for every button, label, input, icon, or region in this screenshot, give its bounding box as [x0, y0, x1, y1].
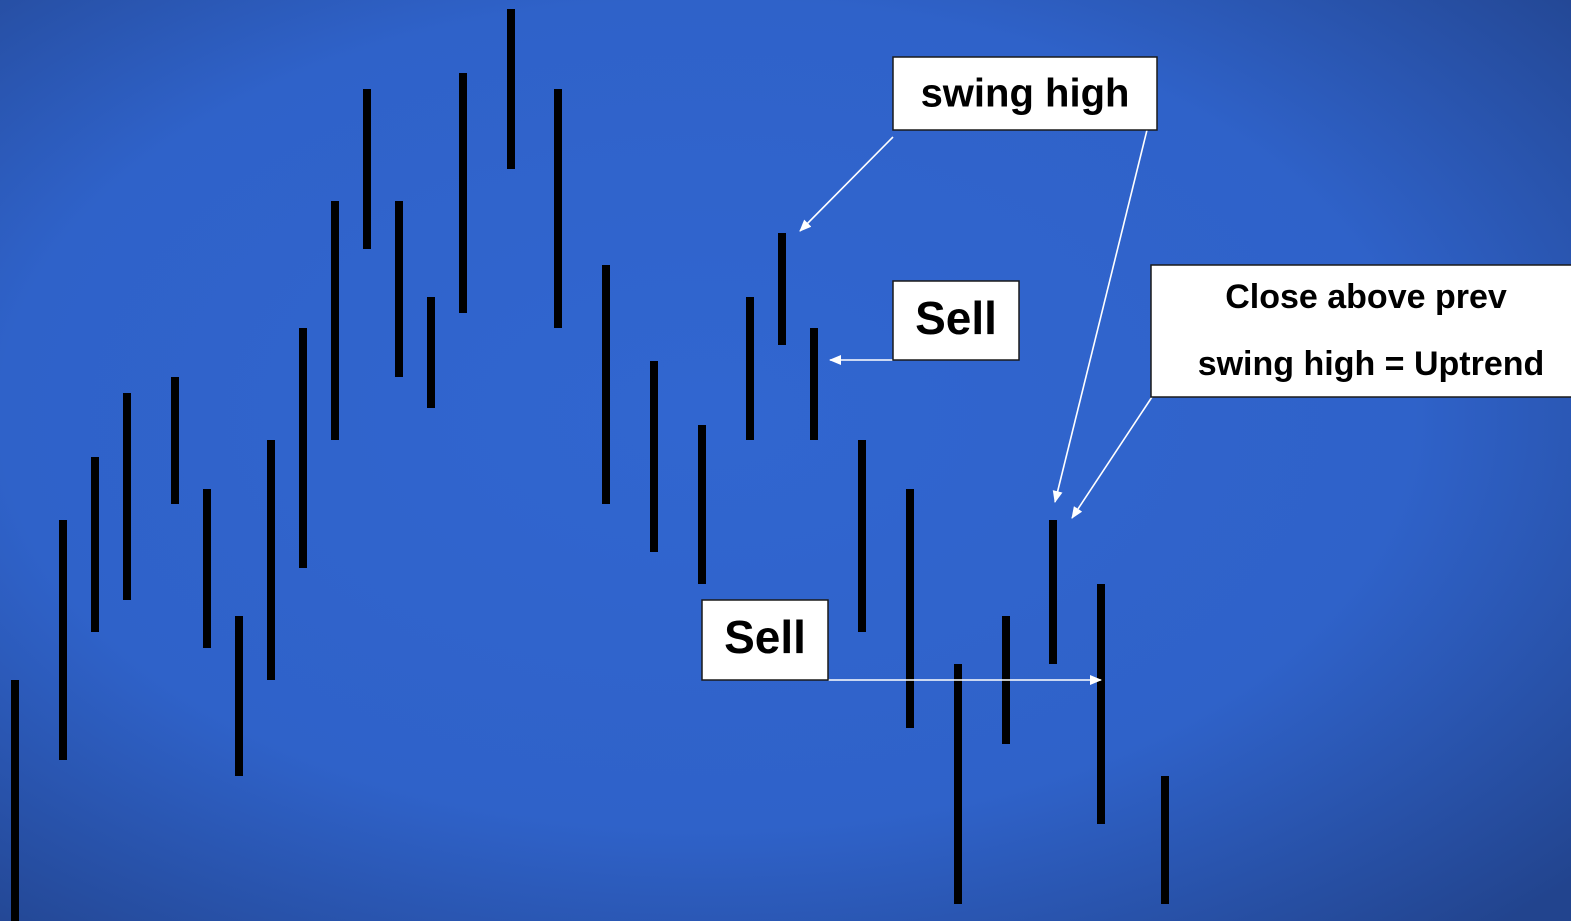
callout-box: [892, 280, 1020, 361]
callout-box: [1150, 264, 1571, 398]
callout-text: Sell: [724, 611, 806, 663]
callout-text: Close above prev: [1225, 278, 1507, 316]
price-bars: [11, 9, 1169, 921]
callout-text: swing high: [921, 72, 1130, 116]
arrow: [1052, 129, 1148, 503]
callout-box: [892, 56, 1158, 131]
callouts: swing high Sell Close above prev swing h…: [701, 56, 1571, 681]
callout-text: swing high = Uptrend: [1198, 345, 1545, 383]
arrows: [799, 129, 1153, 685]
callout-text: Sell: [915, 292, 997, 344]
arrow: [1071, 396, 1153, 519]
arrow: [799, 136, 894, 232]
callout-box: [701, 599, 829, 681]
